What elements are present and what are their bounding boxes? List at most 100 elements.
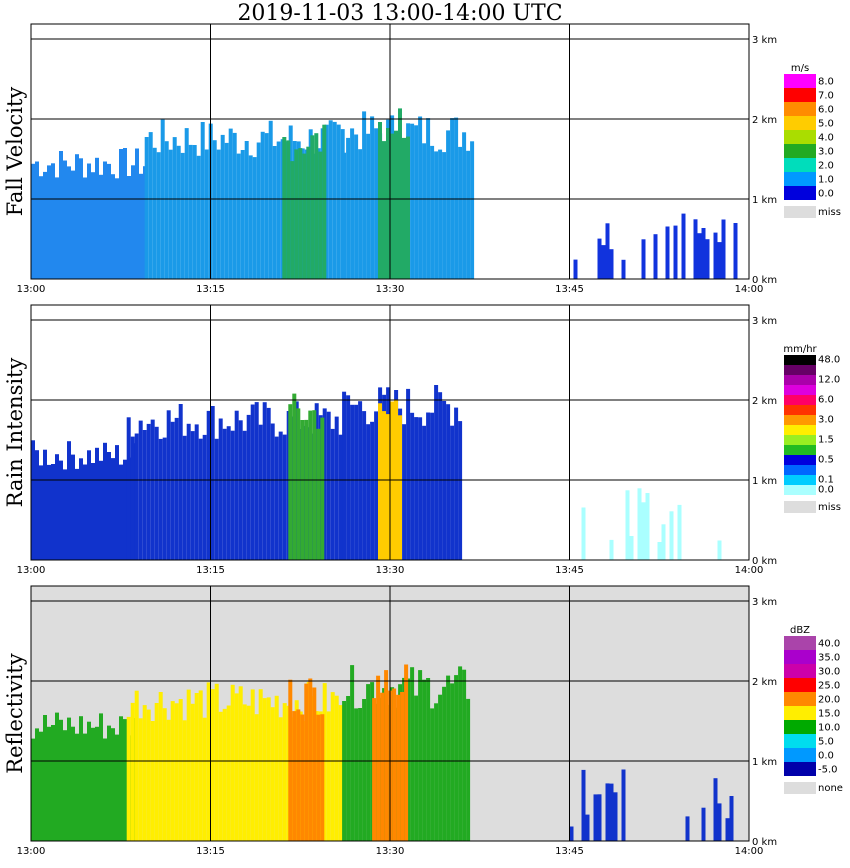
echo-cell: [83, 733, 87, 841]
legend-swatch: [784, 375, 816, 385]
echo-cell: [334, 695, 339, 841]
echo-cell: [103, 161, 107, 279]
legend-label: 0.5: [818, 455, 834, 466]
echo-cell: [148, 132, 153, 279]
legend-unit: mm/hr: [783, 344, 817, 355]
echo-cell: [454, 407, 459, 560]
echo-cell: [152, 147, 157, 279]
echo-cell: [320, 714, 325, 841]
y-tick-label: 0 km: [752, 837, 777, 848]
echo-cell: [673, 225, 678, 279]
y-tick-label: 1 km: [752, 757, 777, 768]
echo-cell: [126, 716, 131, 841]
echo-cell: [43, 715, 47, 841]
echo-cell: [270, 707, 275, 841]
echo-cell: [396, 694, 401, 841]
echo-cell: [71, 454, 75, 560]
echo-cell: [693, 219, 698, 279]
echo-cell: [47, 165, 51, 279]
echo-cell: [216, 149, 221, 279]
echo-cell: [454, 675, 459, 841]
echo-cell: [119, 149, 123, 279]
x-tick-label: 13:15: [196, 284, 225, 295]
echo-cell: [250, 689, 255, 841]
legend-label: 0.0: [818, 485, 834, 496]
echo-cell: [717, 540, 722, 560]
echo-cell: [442, 152, 447, 279]
echo-cell: [91, 463, 95, 560]
echo-cell: [240, 150, 245, 279]
legend-swatch: [784, 144, 816, 158]
echo-cell: [39, 731, 43, 841]
legend-swatch: [784, 445, 816, 455]
x-tick-label: 13:00: [17, 846, 46, 857]
echo-cell: [158, 692, 163, 841]
echo-cell: [130, 436, 135, 560]
echo-cell: [569, 826, 574, 841]
echo-cell: [67, 441, 71, 560]
echo-cell: [338, 434, 343, 560]
echo-cell: [324, 124, 329, 279]
echo-cell: [376, 675, 381, 841]
legend-label: 1.0: [818, 175, 834, 186]
echo-cell: [43, 449, 47, 560]
echo-cell: [725, 818, 730, 841]
echo-cell: [336, 124, 341, 279]
echo-cell: [79, 716, 83, 841]
echo-cell: [282, 434, 287, 560]
echo-cell: [290, 161, 295, 279]
echo-cell: [258, 689, 263, 841]
echo-cell: [342, 391, 347, 560]
echo-cell: [234, 410, 239, 560]
legend-label: 10.0: [818, 723, 840, 734]
y-axis-label: Fall Velocity: [3, 87, 27, 217]
echo-cell: [326, 711, 331, 841]
echo-cell: [382, 141, 386, 279]
echo-cell: [51, 725, 55, 841]
echo-cell: [641, 502, 646, 560]
legend-miss-label: none: [818, 783, 843, 794]
echo-cell: [150, 419, 155, 560]
echo-cell: [292, 393, 297, 560]
echo-cell: [418, 116, 423, 279]
echo-cell: [378, 122, 382, 279]
x-tick-label: 13:45: [555, 565, 584, 576]
echo-cell: [721, 219, 726, 279]
legend-label: 5.0: [818, 737, 834, 748]
echo-cell: [138, 420, 143, 560]
x-tick-label: 13:45: [555, 284, 584, 295]
echo-cell: [306, 146, 311, 279]
echo-cell: [422, 679, 427, 841]
legend-label: 4.0: [818, 133, 834, 144]
echo-cell: [198, 690, 203, 841]
echo-cell: [43, 171, 47, 279]
echo-cell: [248, 155, 253, 279]
echo-cell: [214, 438, 219, 560]
chart-title: 2019-11-03 13:00-14:00 UTC: [237, 1, 563, 26]
echo-cell: [146, 709, 151, 841]
echo-cell: [332, 121, 337, 280]
legend-label: 30.0: [818, 667, 840, 678]
echo-cell: [320, 417, 325, 560]
echo-cell: [230, 430, 235, 560]
echo-cell: [701, 807, 706, 841]
echo-cell: [144, 137, 149, 279]
echo-cell: [621, 769, 626, 841]
echo-cell: [238, 420, 243, 560]
echo-cell: [87, 721, 91, 841]
echo-cell: [470, 141, 475, 279]
echo-cell: [200, 122, 205, 279]
echo-cell: [222, 428, 227, 560]
panel-rain-intensity: 13:00 13:15 13:30 13:45 14:000 km 1 km 2 km 3 k…: [3, 304, 841, 576]
legend-swatch: [784, 706, 816, 720]
legend-swatch: [784, 116, 816, 130]
echo-cell: [59, 151, 63, 279]
echo-cell: [402, 424, 407, 560]
echo-cell: [657, 542, 662, 560]
echo-cell: [358, 401, 363, 560]
echo-cell: [354, 404, 359, 560]
legend-label: 7.0: [818, 91, 834, 102]
echo-cell: [262, 402, 267, 560]
echo-cell: [162, 437, 167, 560]
echo-cell: [677, 504, 682, 560]
